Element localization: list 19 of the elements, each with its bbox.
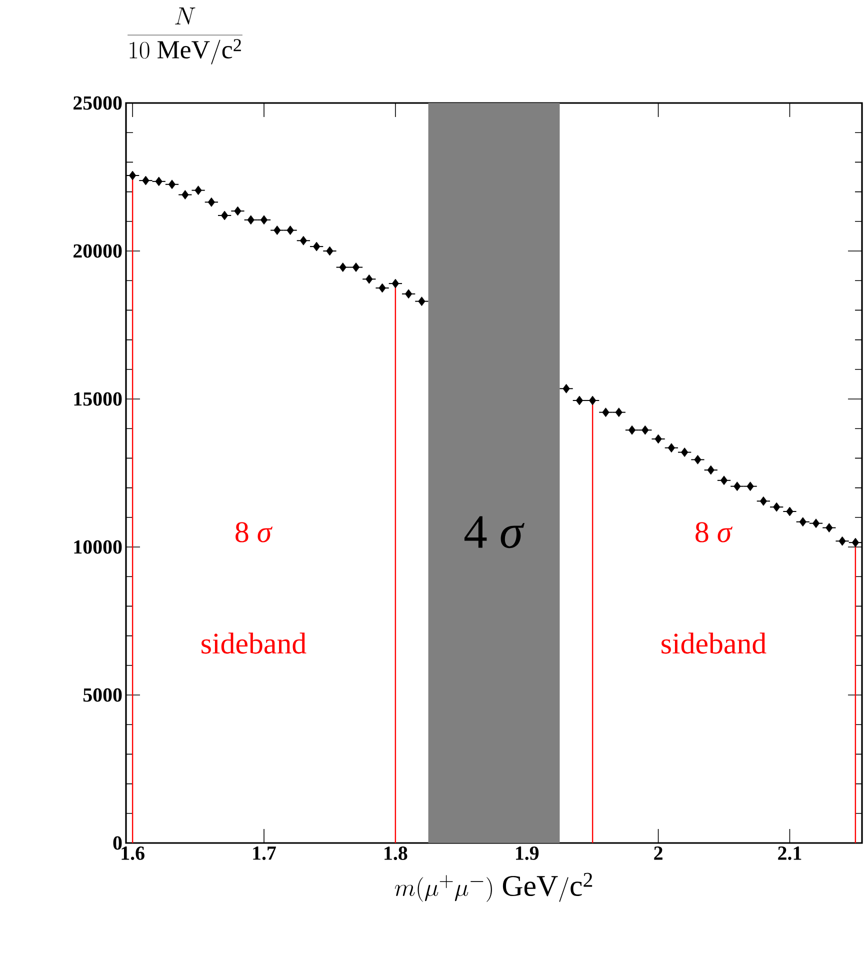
- y-tick-label: 20000: [74, 244, 122, 258]
- y-tick-label: 0: [113, 836, 122, 850]
- x-tick-label: 1.6: [122, 846, 144, 860]
- annotation: sideband: [662, 632, 766, 654]
- x-tick-label: 1.8: [384, 846, 408, 860]
- x-tick-label: 2: [654, 846, 662, 860]
- annotation: 8 σ: [236, 522, 273, 542]
- annotation: 8 σ: [696, 522, 733, 542]
- y-tick-label: 25000: [74, 96, 122, 110]
- x-tick-label: 2.1: [778, 846, 802, 860]
- y-tick-label: 15000: [74, 392, 122, 406]
- x-axis-title: $m(\mu^{+}\mu^{-})\ \mathrm{GeV/c^{2}}$: [394, 872, 592, 902]
- band-label: 4 σ: [464, 516, 524, 548]
- annotation: sideband: [202, 632, 306, 654]
- y-axis-title: $\frac{N}{10\ \mathrm{MeV/c^{2}}}$: [128, 8, 242, 64]
- x-tick-label: 1.7: [253, 846, 276, 860]
- y-tick-label: 10000: [74, 540, 122, 554]
- y-tick-label: 5000: [83, 688, 122, 702]
- x-tick-label: 1.9: [516, 846, 539, 860]
